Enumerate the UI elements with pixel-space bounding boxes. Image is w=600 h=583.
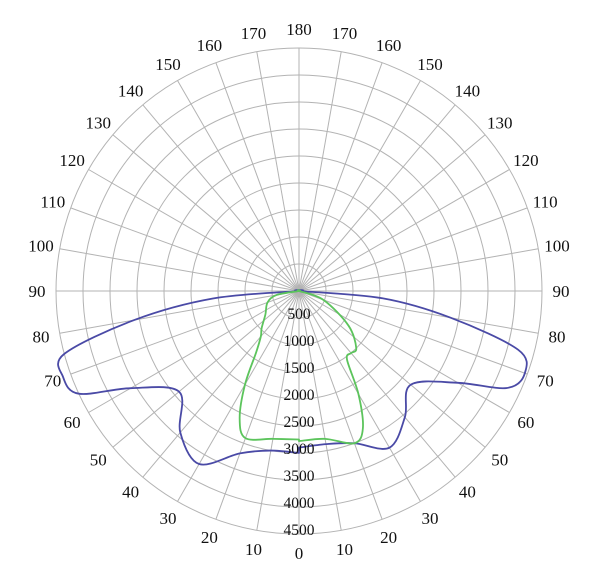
grid-spoke bbox=[177, 80, 300, 292]
angle-label-left-80: 80 bbox=[32, 328, 49, 347]
radial-label-1000: 1000 bbox=[284, 333, 315, 350]
angle-label-right-20: 20 bbox=[380, 528, 397, 547]
angle-label-left-70: 70 bbox=[44, 372, 61, 391]
angle-label-left-140: 140 bbox=[118, 81, 144, 100]
angle-label-left-60: 60 bbox=[64, 413, 81, 432]
angle-label-left-150: 150 bbox=[155, 55, 181, 74]
angle-label-right-160: 160 bbox=[376, 36, 402, 55]
grid-spoke bbox=[70, 207, 300, 292]
angle-label-left-160: 160 bbox=[197, 36, 223, 55]
grid-spoke bbox=[298, 51, 342, 292]
grid-spoke bbox=[298, 290, 528, 375]
angle-label-right-150: 150 bbox=[417, 55, 443, 74]
radial-label-1500: 1500 bbox=[284, 360, 315, 377]
grid-spoke bbox=[112, 134, 300, 292]
radial-label-2500: 2500 bbox=[284, 414, 315, 431]
angle-label-left-0: 0 bbox=[295, 544, 304, 563]
angle-label-right-50: 50 bbox=[491, 450, 508, 469]
angle-label-left-40: 40 bbox=[122, 483, 139, 502]
grid-spoke bbox=[298, 290, 510, 413]
radial-label-4500: 4500 bbox=[284, 522, 315, 539]
grid-spoke bbox=[256, 290, 300, 531]
grid-spoke bbox=[298, 290, 342, 531]
grid-spoke bbox=[142, 104, 300, 292]
angle-label-right-10: 10 bbox=[336, 540, 353, 559]
grid-spoke bbox=[298, 80, 421, 292]
grid-spoke bbox=[88, 290, 300, 413]
grid-spoke bbox=[70, 290, 300, 375]
angle-label-right-140: 140 bbox=[455, 81, 481, 100]
angle-label-left-130: 130 bbox=[86, 114, 112, 133]
grid-spoke bbox=[215, 62, 300, 292]
grid-spoke bbox=[59, 248, 300, 292]
angle-label-left-90: 90 bbox=[29, 282, 46, 301]
angle-label-right-90: 90 bbox=[553, 282, 570, 301]
grid-spoke bbox=[112, 290, 300, 448]
grid-spoke bbox=[298, 290, 383, 520]
grid-spoke bbox=[177, 290, 300, 502]
grid-spoke bbox=[298, 62, 383, 292]
angle-label-left-30: 30 bbox=[160, 509, 177, 528]
grid-spoke bbox=[298, 290, 456, 478]
angle-label-left-50: 50 bbox=[90, 450, 107, 469]
grid-spoke bbox=[298, 169, 510, 292]
grid-spoke bbox=[88, 169, 300, 292]
grid-spoke bbox=[298, 248, 539, 292]
grid-spoke bbox=[256, 51, 300, 292]
angle-label-left-120: 120 bbox=[59, 151, 85, 170]
angle-label-right-170: 170 bbox=[332, 24, 358, 43]
series-line-2 bbox=[238, 289, 364, 445]
series-layer bbox=[57, 289, 528, 466]
angle-label-right-80: 80 bbox=[549, 328, 566, 347]
grid-spoke bbox=[298, 207, 528, 292]
polar-grid bbox=[55, 47, 543, 535]
label-layer: 0102030405060708090100110120130140150160… bbox=[28, 20, 570, 563]
grid-spoke bbox=[215, 290, 300, 520]
angle-label-right-30: 30 bbox=[422, 509, 439, 528]
grid-spoke bbox=[298, 290, 539, 334]
angle-label-right-60: 60 bbox=[517, 413, 534, 432]
angle-label-right-70: 70 bbox=[537, 372, 554, 391]
grid-spoke bbox=[59, 290, 300, 334]
angle-label-right-110: 110 bbox=[533, 192, 558, 211]
angle-label-left-10: 10 bbox=[245, 540, 262, 559]
angle-label-left-110: 110 bbox=[40, 192, 65, 211]
grid-spoke bbox=[142, 290, 300, 478]
angle-label-right-100: 100 bbox=[544, 237, 570, 256]
radial-label-3000: 3000 bbox=[284, 441, 315, 458]
angle-label-left-180: 180 bbox=[286, 20, 312, 39]
radial-label-2000: 2000 bbox=[284, 387, 315, 404]
radial-label-500: 500 bbox=[287, 306, 311, 323]
angle-label-left-170: 170 bbox=[241, 24, 267, 43]
grid-spoke bbox=[298, 104, 456, 292]
radial-label-4000: 4000 bbox=[284, 495, 315, 512]
angle-label-right-130: 130 bbox=[487, 114, 513, 133]
angle-label-right-40: 40 bbox=[459, 483, 476, 502]
grid-spoke bbox=[298, 134, 486, 292]
angle-label-left-100: 100 bbox=[28, 237, 54, 256]
angle-label-left-20: 20 bbox=[201, 528, 218, 547]
grid-spoke bbox=[298, 290, 486, 448]
radial-label-3500: 3500 bbox=[284, 468, 315, 485]
angle-label-right-120: 120 bbox=[513, 151, 539, 170]
